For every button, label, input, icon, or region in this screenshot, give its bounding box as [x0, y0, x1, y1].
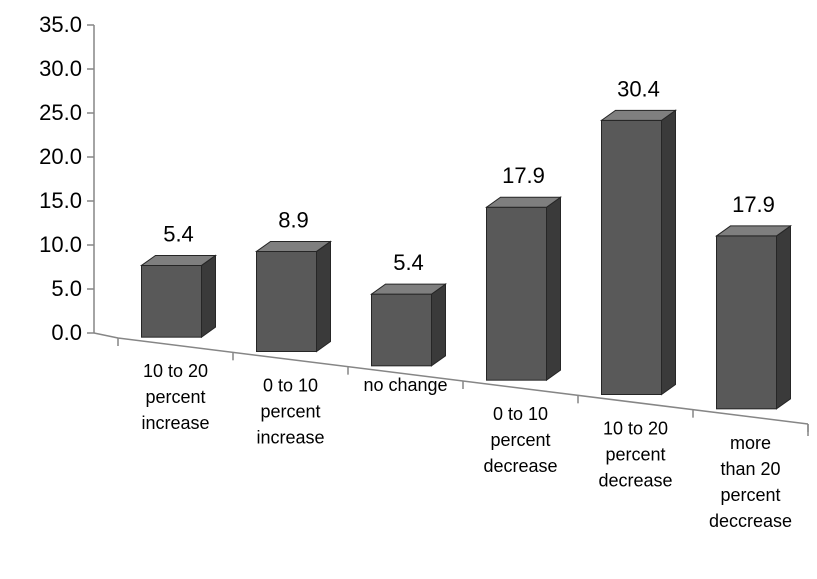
category-label-line: deccrease [709, 511, 792, 531]
y-tick-label: 15.0 [39, 188, 82, 213]
category-label-line: than 20 [720, 459, 780, 479]
category-label-line: decrease [598, 471, 672, 491]
bar-front [256, 250, 317, 352]
category-label-line: 0 to 10 [493, 404, 548, 424]
bar-top [254, 240, 333, 252]
y-axis-ticks: 0.0 5.0 10.0 15.0 20.0 25.0 30.0 35.0 [39, 12, 94, 345]
bar [714, 224, 793, 410]
axes [93, 25, 809, 436]
data-label: 5.4 [393, 250, 424, 275]
category-label: 10 to 20 percent increase [141, 361, 209, 433]
category-label-line: percent [490, 430, 550, 450]
bar-top [599, 109, 678, 121]
bar-side [201, 254, 216, 339]
bar-front [486, 206, 547, 381]
data-labels: 5.4 8.9 5.4 17.9 30.4 17.9 [163, 76, 775, 275]
bar [484, 196, 563, 382]
y-tick-label: 0.0 [51, 320, 82, 345]
bar-top [714, 225, 793, 237]
bar [369, 283, 448, 367]
bars [139, 109, 793, 410]
category-label-line: percent [260, 402, 320, 422]
bar-side [661, 109, 676, 396]
category-label-line: percent [605, 445, 665, 465]
data-label: 17.9 [732, 192, 775, 217]
category-label-line: percent [720, 485, 780, 505]
category-label-line: more [730, 433, 771, 453]
category-label: no change [363, 375, 447, 395]
category-labels: 10 to 20 percent increase 0 to 10 percent inc… [141, 361, 792, 531]
y-tick-label: 20.0 [39, 144, 82, 169]
category-label-line: decrease [483, 456, 557, 476]
bar-front [141, 264, 202, 338]
data-label: 30.4 [617, 76, 660, 101]
bar-top [369, 283, 448, 295]
category-label: 0 to 10 percent decrease [483, 404, 557, 476]
y-tick-label: 25.0 [39, 100, 82, 125]
bar-front [371, 293, 432, 367]
category-label-line: percent [145, 387, 205, 407]
data-label: 5.4 [163, 221, 194, 246]
data-label: 8.9 [278, 207, 309, 232]
bar [139, 254, 218, 339]
y-tick-label: 10.0 [39, 232, 82, 257]
bar-side [546, 196, 561, 382]
bar [254, 240, 333, 353]
category-label-line: 10 to 20 [143, 361, 208, 381]
category-label-line: no change [363, 375, 447, 395]
category-label-line: increase [141, 413, 209, 433]
category-label: more than 20 percent deccrease [709, 433, 792, 531]
y-tick-label: 30.0 [39, 56, 82, 81]
bar-side [316, 240, 331, 353]
y-tick-label: 35.0 [39, 12, 82, 37]
category-label: 10 to 20 percent decrease [598, 419, 672, 491]
bar [599, 109, 678, 396]
category-label: 0 to 10 percent increase [256, 376, 324, 448]
category-label-line: 10 to 20 [603, 419, 668, 439]
bar-front [716, 235, 777, 410]
bar-side [431, 283, 446, 367]
y-tick-label: 5.0 [51, 276, 82, 301]
bar-top [484, 196, 563, 208]
category-label-line: increase [256, 428, 324, 448]
bar-front [601, 119, 662, 396]
bar-top [139, 254, 218, 266]
category-label-line: 0 to 10 [263, 376, 318, 396]
bar-side [776, 224, 791, 410]
data-label: 17.9 [502, 163, 545, 188]
